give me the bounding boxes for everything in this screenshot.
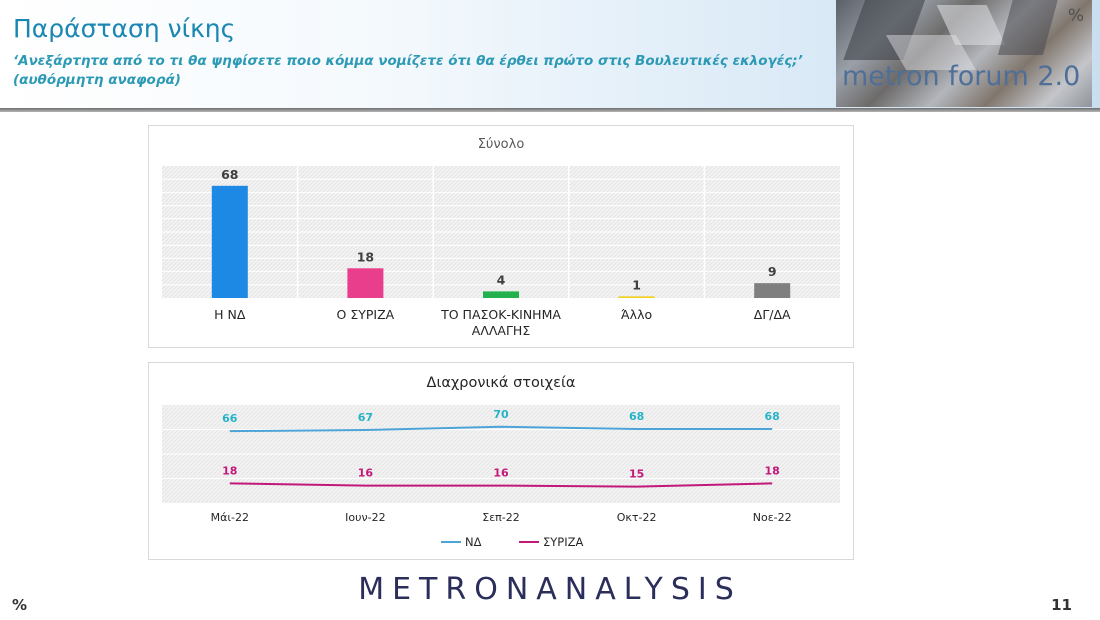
category-label: Ο ΣΥΡΙΖΑ	[337, 307, 395, 322]
point-value-label: 16	[358, 467, 374, 480]
bar-value-label: 9	[768, 264, 777, 279]
line-chart-title: Διαχρονικά στοιχεία	[427, 375, 576, 391]
point-value-label: 18	[765, 464, 780, 477]
point-value-label: 16	[493, 467, 509, 480]
logo-percent-sign: %	[1067, 6, 1084, 26]
page-number: 11	[1051, 596, 1072, 614]
category-label: ΤΟ ΠΑΣΟΚ-ΚΙΝΗΜΑ	[440, 307, 561, 322]
category-label: Η ΝΔ	[214, 307, 246, 322]
point-value-label: 67	[358, 411, 373, 424]
series-line-1	[229, 482, 773, 488]
bar	[483, 291, 519, 298]
page-title: Παράσταση νίκης	[13, 14, 236, 43]
category-label: ΔΓ/ΔΑ	[754, 307, 791, 322]
bar-value-label: 68	[221, 167, 238, 182]
point-value-label: 68	[629, 410, 644, 423]
category-label: Σεπ-22	[482, 511, 520, 524]
percent-sign: %	[12, 596, 28, 614]
category-label: Νοε-22	[753, 511, 792, 524]
category-label: Ιουν-22	[345, 511, 385, 524]
bar	[754, 283, 791, 298]
category-label: Μάι-22	[211, 511, 249, 524]
bar-chart: Σύνολο 68 18 4 1 9 Η ΝΔ Ο ΣΥΡΙΖΑ ΤΟ ΠΑΣΟΚ-ΚΙΝΗ…	[162, 137, 840, 338]
category-label: ΑΛΛΑΓΗΣ	[472, 323, 531, 338]
page-subtitle: ‘Ανεξάρτητα από το τι θα ψηφίσετε ποιο κ…	[13, 53, 803, 88]
category-label: Άλλο	[621, 307, 652, 322]
line-chart: Διαχρονικά στοιχεία 66 67 70 68 68 18 16 16 15 18…	[162, 375, 840, 549]
category-label: Οκτ-22	[617, 511, 657, 524]
bar	[618, 296, 655, 298]
bar-value-label: 18	[357, 249, 374, 264]
point-value-label: 18	[222, 464, 237, 477]
bar	[347, 268, 384, 298]
bar	[211, 185, 248, 298]
line-chart-panel: Διαχρονικά στοιχεία 66 67 70 68 68 18 16 16 15 18…	[148, 362, 854, 560]
series-line-0	[229, 425, 773, 433]
point-value-label: 15	[629, 468, 644, 481]
bar-chart-panel: Σύνολο 68 18 4 1 9 Η ΝΔ Ο ΣΥΡΙΖΑ ΤΟ ΠΑΣΟΚ-ΚΙΝΗ…	[148, 125, 854, 348]
point-value-label: 68	[765, 410, 780, 423]
legend-label: ΝΔ	[465, 535, 482, 549]
legend-label: ΣΥΡΙΖΑ	[543, 535, 583, 549]
logo-text: metron forum 2.0	[842, 61, 1081, 92]
metron-analysis-brand: METRONANALYSIS	[358, 572, 742, 607]
point-value-label: 66	[222, 412, 238, 425]
header-divider	[0, 108, 1100, 112]
bar-value-label: 4	[497, 272, 506, 287]
metron-forum-logo: metron forum 2.0 %	[836, 0, 1092, 107]
point-value-label: 70	[493, 408, 509, 421]
bar-value-label: 1	[632, 277, 641, 292]
bar-chart-title: Σύνολο	[478, 137, 525, 152]
